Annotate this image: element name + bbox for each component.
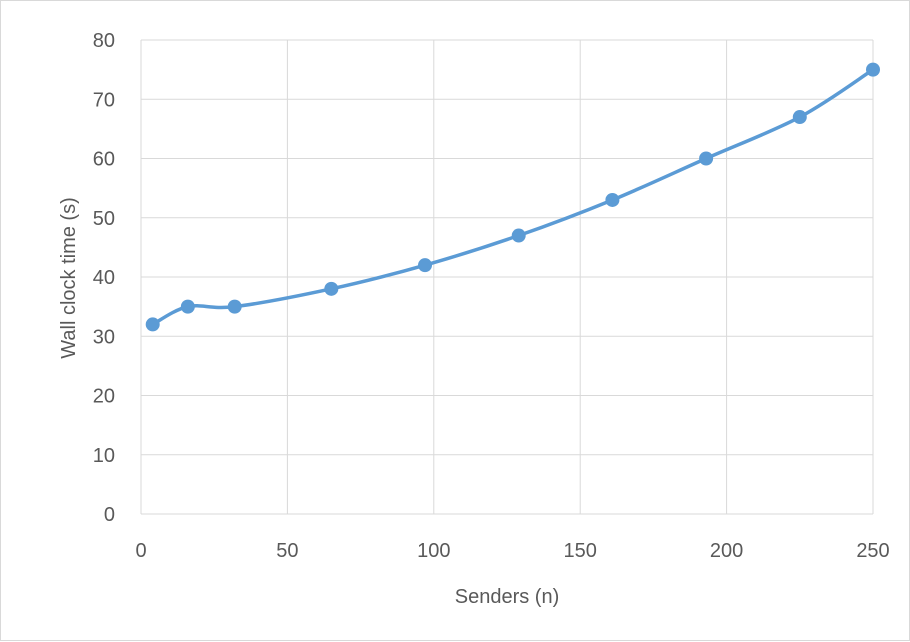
x-tick-label: 0 xyxy=(135,540,146,562)
data-point xyxy=(227,299,242,314)
y-tick-label: 0 xyxy=(104,504,115,526)
series-line xyxy=(150,67,875,327)
y-tick-label: 60 xyxy=(93,149,115,171)
x-tick-label: 250 xyxy=(856,540,889,562)
y-axis-title: Wall clock time (s) xyxy=(58,197,80,358)
data-point xyxy=(699,151,714,166)
tick-labels: 0 10 20 30 40 50 60 70 80 0 50 100 150 200 250 xyxy=(93,30,890,562)
data-point xyxy=(145,317,160,332)
data-point xyxy=(792,110,807,125)
x-tick-label: 100 xyxy=(417,540,450,562)
y-tick-label: 10 xyxy=(93,445,115,467)
series-layer xyxy=(145,62,880,332)
x-axis-title: Senders (n) xyxy=(455,586,560,608)
y-tick-label: 20 xyxy=(93,386,115,408)
data-point xyxy=(418,258,433,273)
x-tick-label: 200 xyxy=(710,540,743,562)
y-tick-label: 40 xyxy=(93,267,115,289)
data-point xyxy=(324,281,339,296)
y-tick-label: 50 xyxy=(93,208,115,230)
data-point xyxy=(605,192,620,207)
y-tick-label: 80 xyxy=(93,30,115,52)
x-tick-label: 150 xyxy=(564,540,597,562)
data-point xyxy=(180,299,195,314)
data-point xyxy=(866,62,880,77)
y-tick-label: 30 xyxy=(93,326,115,348)
gridlines xyxy=(140,39,874,515)
data-point xyxy=(511,228,526,243)
x-tick-label: 50 xyxy=(276,540,298,562)
y-tick-label: 70 xyxy=(93,89,115,111)
